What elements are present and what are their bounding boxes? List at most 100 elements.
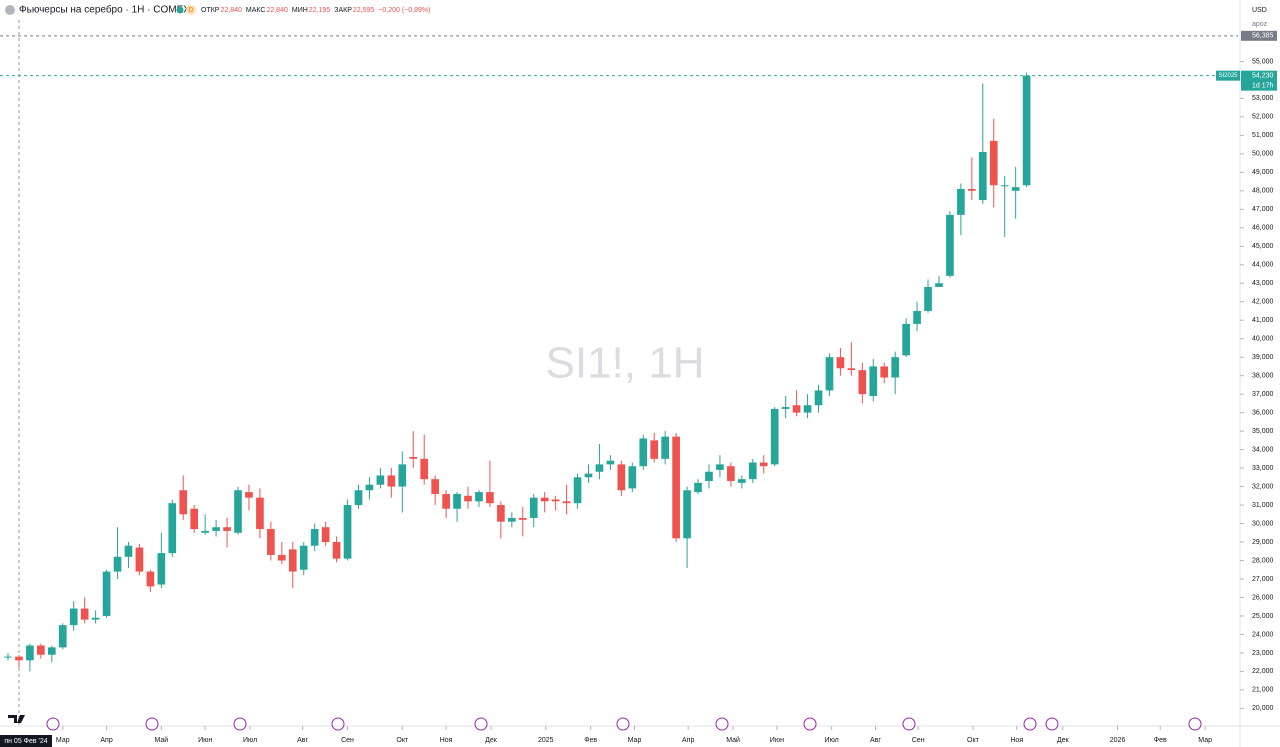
x-tick-label: Апр — [682, 737, 694, 744]
candle-body — [727, 466, 735, 482]
candle-body — [91, 617, 100, 620]
candle-body — [387, 475, 396, 487]
candle-body — [69, 608, 78, 626]
candle-body — [168, 503, 177, 554]
candle-body — [738, 479, 746, 483]
x-tick-label: Июн — [198, 737, 212, 744]
x-tick-label: Дек — [1057, 737, 1070, 744]
y-tick-label: 23,000 — [1252, 650, 1274, 657]
candle-body — [497, 505, 505, 522]
candle-body — [245, 492, 253, 498]
x-tick-label: Июл — [825, 737, 839, 744]
x-tick-label: 2026 — [1110, 737, 1126, 744]
legend-header: Фьючерсы на серебро · 1Н · COMEX D ОТКР 2… — [5, 4, 430, 16]
x-tick-label: Мар — [628, 737, 642, 744]
candle-body — [1022, 75, 1031, 186]
candle-body — [989, 140, 998, 186]
candle-body — [420, 458, 429, 480]
y-tick-label: 22,000 — [1252, 668, 1274, 675]
candle-body — [179, 490, 188, 515]
candle-body — [135, 547, 144, 572]
candle-body — [442, 493, 450, 509]
x-tick-label: Июн — [770, 737, 784, 744]
candle-body — [15, 656, 23, 661]
candle-body — [814, 390, 823, 406]
candle-body — [650, 440, 659, 459]
candle-body — [1011, 187, 1020, 191]
ohlc-value: 22,195 — [309, 7, 331, 14]
candle-body — [716, 464, 724, 470]
ohlc-value: 22,595 — [353, 7, 375, 14]
candle-body — [343, 505, 352, 559]
price-countdown: 1d 17h — [1252, 82, 1274, 89]
y-tick-label: 43,000 — [1252, 280, 1274, 287]
candle-body — [507, 517, 516, 522]
candle-body — [475, 492, 483, 502]
candle-body — [595, 464, 604, 472]
ohlc-label: ОТКР — [201, 7, 220, 14]
candle-body — [256, 497, 264, 530]
candle-body — [551, 499, 560, 502]
x-tick-label: Авг — [297, 737, 308, 744]
y-tick-label: 35,000 — [1252, 428, 1274, 435]
candle-body — [277, 554, 286, 561]
y-tick-label: 21,000 — [1252, 687, 1274, 694]
ohlc-label: МАКС — [246, 7, 266, 14]
candle-body — [661, 436, 669, 459]
series-name-box — [1216, 70, 1240, 81]
candle-body — [683, 490, 691, 539]
price-label: 54,230 — [1252, 72, 1274, 79]
interval-badge: D — [188, 7, 193, 14]
y-tick-label: 41,000 — [1252, 317, 1274, 324]
candle-body — [299, 545, 308, 570]
y-tick-label: 52,000 — [1252, 114, 1274, 121]
y-tick-label: 34,000 — [1252, 446, 1274, 453]
candle-body — [781, 407, 790, 409]
candle-body — [891, 357, 900, 378]
candle-body — [310, 529, 319, 546]
x-tick-label: Окт — [396, 737, 409, 744]
y-tick-label: 26,000 — [1252, 594, 1274, 601]
candle-body — [124, 545, 133, 557]
candle-body — [365, 484, 374, 491]
candle-body — [464, 495, 472, 502]
candle-body — [529, 497, 538, 518]
logo — [8, 715, 25, 723]
y-tick-label: 30,000 — [1252, 520, 1274, 527]
x-tick-label: Авг — [870, 737, 881, 744]
candle-body — [431, 479, 439, 494]
candle-body — [825, 357, 834, 391]
candle-body — [759, 462, 768, 467]
candle-body — [858, 370, 867, 395]
y-tick-label: 27,000 — [1252, 576, 1274, 583]
y-tick-label: 46,000 — [1252, 225, 1274, 232]
y-tick-label: 48,000 — [1252, 188, 1274, 195]
candle-body — [26, 645, 34, 661]
y-tick-label: 37,000 — [1252, 391, 1274, 398]
candle-body — [935, 283, 943, 287]
y-tick-label: 51,000 — [1252, 132, 1274, 139]
scale-mode: apoz — [1252, 21, 1268, 28]
candle-body — [80, 608, 89, 620]
candle-body — [869, 366, 878, 396]
candle-body — [398, 464, 407, 487]
crosshair-date: пн 05 Фев '24 — [4, 738, 47, 745]
candle-body — [201, 530, 209, 533]
candle-body — [803, 405, 812, 413]
y-tick-label: 24,000 — [1252, 631, 1274, 638]
y-tick-label: 36,000 — [1252, 409, 1274, 416]
candle-body — [562, 501, 571, 504]
x-tick-label: Мар — [56, 737, 70, 744]
y-tick-label: 44,000 — [1252, 262, 1274, 269]
candle-body — [836, 357, 845, 369]
candle-body — [321, 527, 330, 543]
x-tick-label: Апр — [100, 737, 112, 744]
candle-body — [957, 188, 965, 215]
x-tick-label: Фев — [1154, 737, 1167, 744]
candle-body — [157, 553, 166, 585]
x-tick-label: Дек — [485, 737, 498, 744]
candle-body — [212, 527, 220, 531]
ohlc-value: 22,840 — [220, 7, 242, 14]
